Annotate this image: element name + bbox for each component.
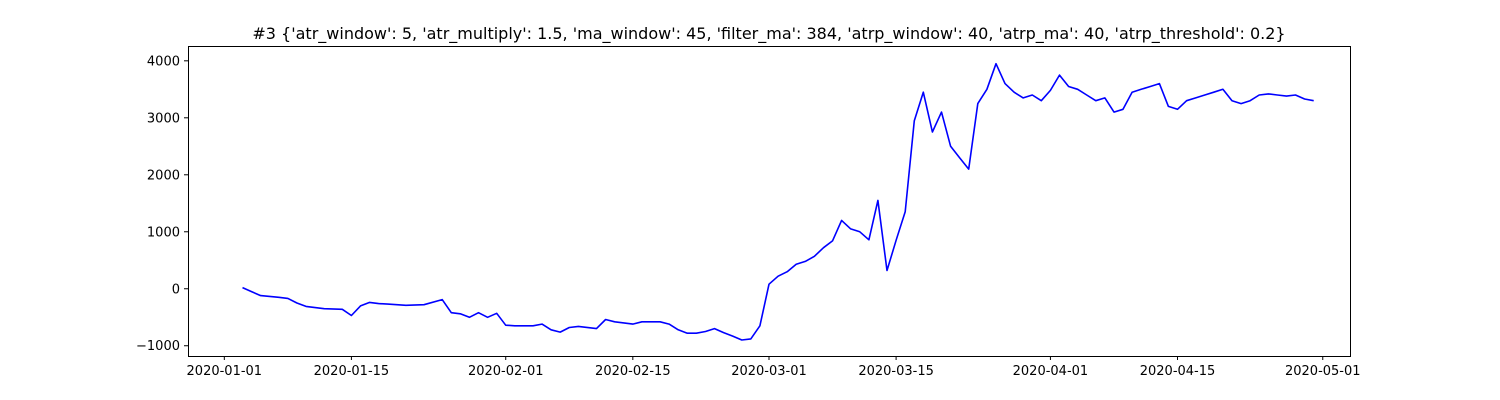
series-line	[242, 62, 1314, 341]
x-tick-label: 2020-01-01	[187, 364, 263, 379]
x-tick-label: 2020-02-15	[595, 364, 671, 379]
x-tick-label: 2020-05-01	[1285, 364, 1361, 379]
x-tick-label: 2020-04-15	[1140, 364, 1216, 379]
x-tick-label: 2020-02-01	[468, 364, 544, 379]
x-axis: 2020-01-01 2020-01-15 2020-02-01 2020-02-15…	[187, 356, 1361, 379]
y-tick-label: −1000	[136, 339, 180, 354]
x-tick-label: 2020-03-01	[731, 364, 807, 379]
plot-frame	[188, 46, 1351, 357]
x-tick-label: 2020-04-01	[1013, 364, 1089, 379]
y-axis: −1000 0 1000 2000 3000 4000	[136, 54, 188, 354]
chart-title: #3 {'atr_window': 5, 'atr_multiply': 1.5…	[252, 24, 1285, 44]
y-tick-label: 4000	[147, 54, 180, 69]
y-tick-label: 0	[172, 282, 180, 297]
x-tick-label: 2020-01-15	[314, 364, 390, 379]
y-tick-label: 2000	[147, 168, 180, 183]
x-tick-label: 2020-03-15	[858, 364, 934, 379]
y-tick-label: 1000	[147, 225, 180, 240]
plot-area	[242, 62, 1314, 341]
y-tick-label: 3000	[147, 111, 180, 126]
